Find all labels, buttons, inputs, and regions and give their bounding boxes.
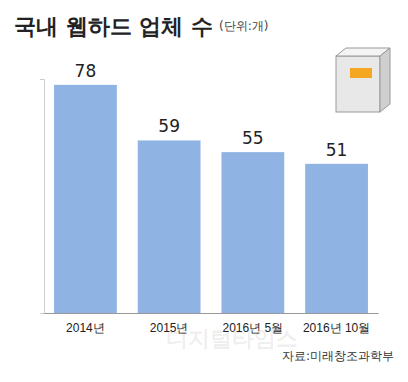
bar xyxy=(221,152,284,313)
icon-body xyxy=(336,56,380,112)
title: 국내 웹하드 업체 수 xyxy=(14,14,213,39)
icon-side xyxy=(380,48,390,112)
bar xyxy=(138,140,201,313)
x-axis-line xyxy=(45,313,379,314)
bar xyxy=(54,85,117,313)
data-label: 59 xyxy=(158,116,180,136)
x-tick-label: 2016년 10월 xyxy=(303,321,370,335)
x-tick: 2014년 xyxy=(66,313,105,335)
source: 자료:미래창조과학부 xyxy=(282,349,394,363)
data-labels: 78 59 55 51 xyxy=(75,61,348,160)
y-axis-line xyxy=(40,80,45,314)
bar xyxy=(305,164,368,313)
bars xyxy=(54,85,368,313)
x-tick-label: 2014년 xyxy=(66,321,105,335)
data-label: 55 xyxy=(242,128,264,148)
x-tick: 2016년 10월 xyxy=(303,313,370,335)
y-tick-mark xyxy=(40,313,44,314)
data-label: 51 xyxy=(326,140,348,160)
watermark: 디지털타임스 xyxy=(166,326,298,351)
subtitle: (단위:개) xyxy=(219,19,268,33)
chart: 국내 웹하드 업체 수(단위:개)785955512014년2015년2016년… xyxy=(0,0,408,382)
y-tick xyxy=(40,313,44,314)
icon-panel xyxy=(350,68,372,78)
data-label: 78 xyxy=(75,61,97,81)
y-axis xyxy=(40,80,45,314)
icon xyxy=(336,48,390,112)
